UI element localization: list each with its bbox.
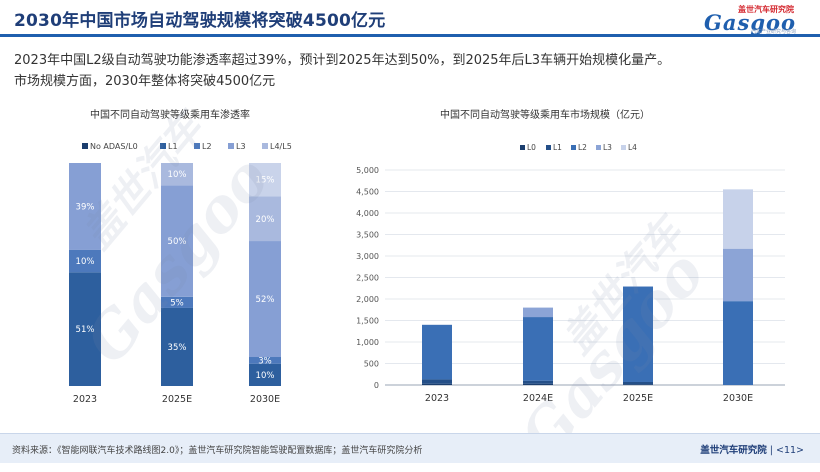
chart2-legend-label-4: L4 [628, 143, 637, 152]
footer-org: 盖世汽车研究院 [700, 445, 767, 456]
chart2-y-tick-2: 1,000 [356, 338, 379, 347]
chart2-bar-2030E-3 [723, 248, 753, 302]
footer-separator: | [769, 445, 776, 456]
chart1-data-label-2023-3: 39% [76, 202, 95, 212]
chart2-y-tick-6: 3,000 [356, 252, 379, 261]
chart1-legend-swatch-2 [194, 143, 200, 149]
logo-tagline: 汽车产业研究与咨询 [750, 29, 796, 35]
chart1-legend-label-2: L2 [202, 142, 212, 151]
logo-wordmark: Gasgoo [704, 10, 797, 35]
chart2-title: 中国不同自动驾驶等级乘用车市场规模（亿元） [440, 108, 650, 121]
chart1-data-label-2025E-4: 10% [168, 170, 187, 180]
chart2-bar-2025E-1 [623, 381, 653, 385]
chart2-legend-swatch-1 [546, 145, 551, 150]
chart1-data-label-2030E-1: 10% [256, 371, 275, 381]
chart1-x-tick-0: 2023 [73, 394, 97, 405]
intro-line-1: 2023年中国L2级自动驾驶功能渗透率超过39%，预计到2025年达到50%，到… [14, 53, 671, 68]
chart2-x-tick-2: 2025E [623, 393, 653, 404]
chart1-data-label-2023-2: 10% [76, 257, 95, 267]
intro-line-2: 市场规模方面，2030年整体将突破4500亿元 [14, 74, 276, 89]
chart2-legend-label-0: L0 [527, 143, 536, 152]
chart2-y-tick-5: 2,500 [356, 274, 379, 283]
chart1-bar-2023-3 [69, 163, 101, 250]
chart2-bar-2025E-0 [623, 384, 653, 385]
chart1-bar-2023-2 [69, 249, 101, 273]
footer-right: 盖世汽车研究院 | <11> [700, 442, 804, 456]
chart1-data-label-2030E-3: 52% [256, 295, 275, 305]
chart2-bar-2024E-3 [523, 307, 553, 318]
chart2-bar-2030E-2 [723, 301, 753, 385]
chart1-data-label-2030E-4: 20% [256, 215, 275, 225]
chart1-data-label-2023-1: 51% [76, 325, 95, 335]
chart1-bar-2023-1 [69, 272, 101, 386]
chart2-y-tick-8: 4,000 [356, 209, 379, 218]
page-title: 2030年中国市场自动驾驶规模将突破4500亿元 [14, 11, 386, 31]
market-size-chart: 中国不同自动驾驶等级乘用车市场规模（亿元） L0 L1 L2 L3 L4 0 500 1,000… [356, 108, 785, 404]
chart2-legend-label-1: L1 [553, 143, 562, 152]
chart1-legend-swatch-0 [82, 143, 88, 149]
chart1-legend-label-0: No ADAS/L0 [90, 142, 138, 151]
chart1-title: 中国不同自动驾驶等级乘用车渗透率 [90, 108, 250, 121]
footer-source: 资料来源：《智能网联汽车技术路线图2.0》；盖世汽车研究院智能驾驶配置数据库；盖… [12, 446, 423, 456]
chart1-legend-label-1: L1 [168, 142, 178, 151]
chart1-legend-label-3: L3 [236, 142, 246, 151]
chart2-legend-swatch-3 [596, 145, 601, 150]
intro-text: 2023年中国L2级自动驾驶功能渗透率超过39%，预计到2025年达到50%，到… [14, 50, 810, 92]
title-divider [0, 34, 820, 37]
chart1-bar-2030E-4 [249, 196, 281, 242]
chart1-bar-2030E-5 [249, 163, 281, 197]
chart2-bar-2024E-0 [523, 383, 553, 385]
chart2-legend-swatch-0 [520, 145, 525, 150]
chart2-bar-2024E-2 [523, 317, 553, 381]
chart2-y-tick-7: 3,500 [356, 231, 379, 240]
chart2-legend-swatch-2 [571, 145, 576, 150]
chart1-bar-2030E-1 [249, 363, 281, 386]
brand-logo: 盖世汽车研究院 Gasgoo 汽车产业研究与咨询 [698, 4, 798, 35]
chart2-bar-2024E-1 [523, 380, 553, 384]
chart2-legend-label-3: L3 [603, 143, 612, 152]
chart2-y-tick-0: 0 [374, 381, 379, 390]
chart2-bar-2023-1 [422, 379, 452, 384]
chart1-x-tick-1: 2025E [162, 394, 192, 405]
chart2-x-tick-3: 2030E [723, 393, 753, 404]
chart2-bar-2030E-4 [723, 189, 753, 249]
chart1-data-label-2025E-1: 35% [168, 343, 187, 353]
chart1-bar-2025E-2 [161, 296, 193, 308]
chart1-bar-2030E-2 [249, 357, 281, 364]
chart1-data-label-2030E-5: 15% [256, 176, 275, 186]
chart1-legend-swatch-1 [160, 143, 166, 149]
chart2-bar-2025E-2 [623, 286, 653, 382]
footer: 资料来源：《智能网联汽车技术路线图2.0》；盖世汽车研究院智能驾驶配置数据库；盖… [0, 433, 820, 463]
chart2-y-tick-3: 1,500 [356, 317, 379, 326]
chart2-y-tick-1: 500 [364, 360, 379, 369]
chart2-y-tick-4: 2,000 [356, 295, 379, 304]
chart2-bar-2023-0 [422, 383, 452, 385]
chart2-bar-2023-2 [422, 324, 452, 380]
chart1-legend-swatch-3 [228, 143, 234, 149]
chart2-legend-swatch-4 [621, 145, 626, 150]
chart2-x-tick-1: 2024E [523, 393, 553, 404]
chart1-bar-2025E-3 [161, 185, 193, 297]
penetration-chart: 中国不同自动驾驶等级乘用车渗透率 No ADAS/L0 L1 L2 L3 L4/L5 51%… [69, 108, 292, 405]
chart2-y-tick-10: 5,000 [356, 166, 379, 175]
logo-subtitle: 盖世汽车研究院 [738, 5, 794, 14]
chart1-bar-2030E-3 [249, 241, 281, 358]
chart1-x-tick-2: 2030E [250, 394, 280, 405]
chart1-data-label-2025E-3: 50% [168, 237, 187, 247]
chart2-y-tick-9: 4,500 [356, 188, 379, 197]
chart2-x-tick-0: 2023 [425, 393, 449, 404]
chart1-legend-label-4: L4/L5 [270, 142, 292, 151]
chart1-bar-2025E-1 [161, 307, 193, 386]
chart1-data-label-2025E-2: 5% [170, 298, 184, 308]
chart2-legend-label-2: L2 [578, 143, 587, 152]
page-number: <11> [775, 445, 804, 456]
chart1-bar-2025E-4 [161, 163, 193, 186]
chart1-legend-swatch-4 [262, 143, 268, 149]
chart1-data-label-2030E-2: 3% [258, 356, 272, 366]
